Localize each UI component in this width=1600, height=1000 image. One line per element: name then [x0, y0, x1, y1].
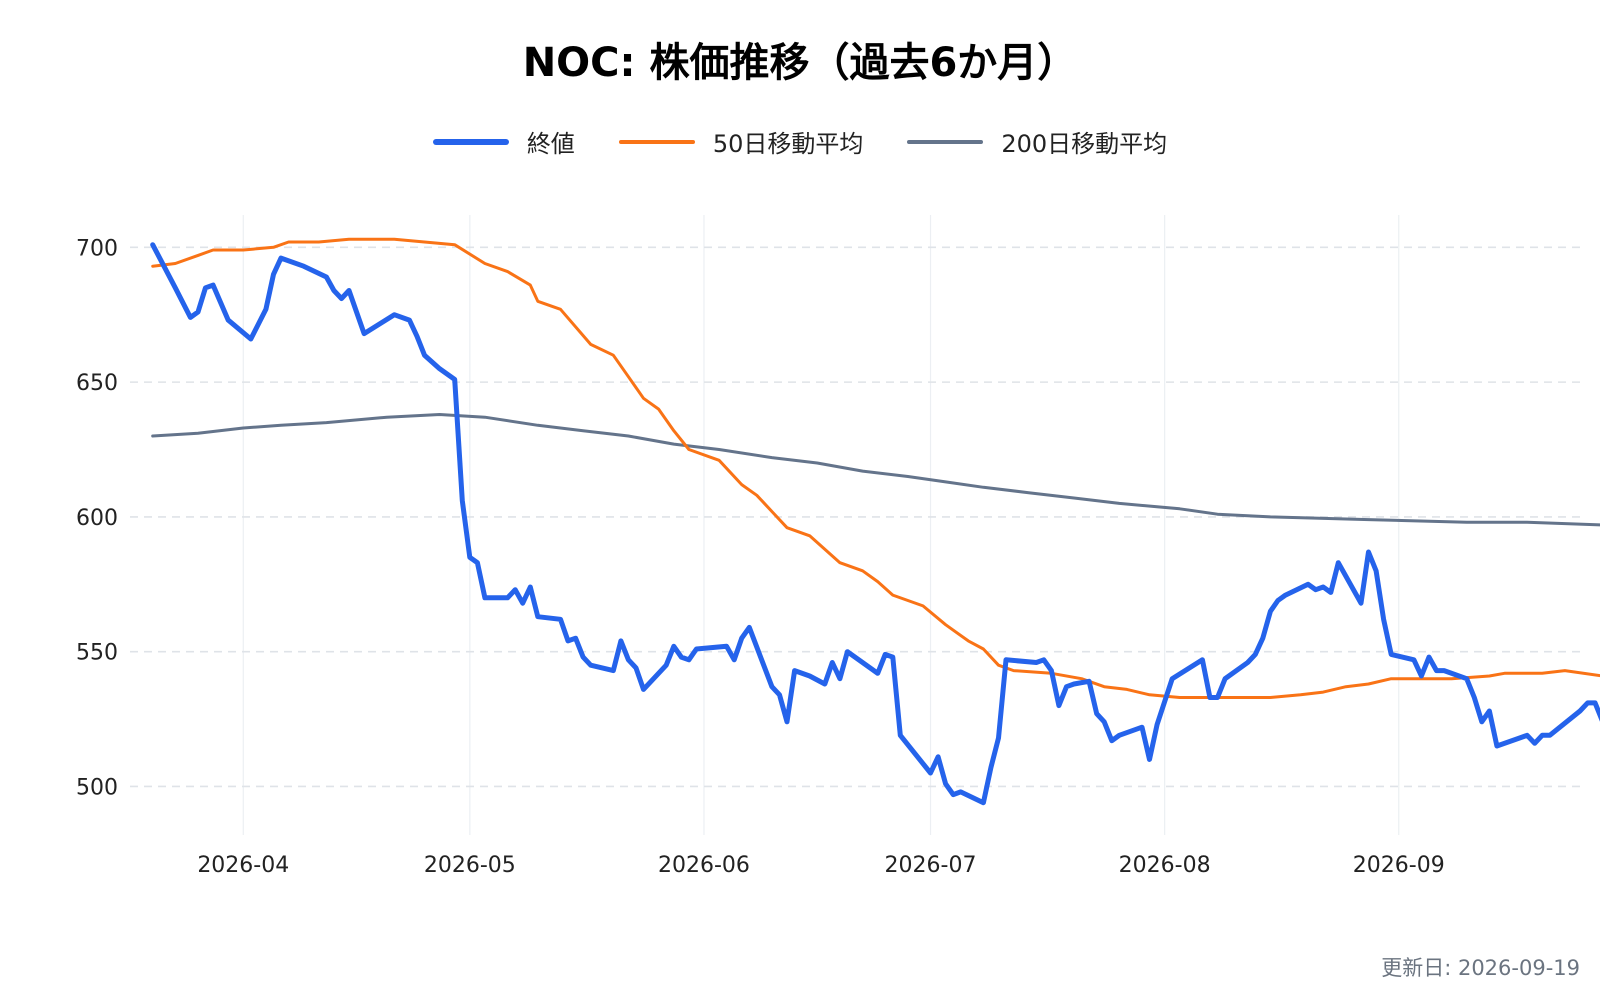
grid-layer [130, 215, 1580, 835]
axis-layer: 2026-04 2026-05 2026-06 2026-07 2026-08 2026-… [76, 236, 1445, 878]
x-tick-label: 2026-04 [197, 853, 289, 878]
y-tick-label: 550 [76, 641, 118, 666]
x-tick-label: 2026-05 [424, 853, 516, 878]
legend-item-close: 終値 [432, 124, 575, 159]
series-line-ma50 [151, 237, 1600, 699]
legend-label-close: 終値 [526, 130, 575, 158]
legend-swatch-ma50 [618, 139, 695, 144]
series-layer [150, 237, 1600, 806]
legend: 終値 50日移動平均 200日移動平均 [0, 124, 1600, 159]
x-tick-label: 2026-08 [1119, 853, 1211, 878]
x-tick-label: 2026-06 [658, 853, 750, 878]
x-tick-label: 2026-07 [885, 853, 977, 878]
series-line-close [150, 242, 1600, 806]
legend-item-ma200: 200日移動平均 [907, 124, 1167, 159]
updated-date: 更新日: 2026-09-19 [1381, 956, 1580, 980]
legend-swatch-ma200 [907, 139, 984, 144]
y-tick-label: 650 [76, 371, 118, 396]
legend-label-ma200: 200日移動平均 [1001, 130, 1168, 158]
x-tick-label: 2026-09 [1353, 853, 1445, 878]
legend-label-ma50: 50日移動平均 [712, 130, 864, 158]
y-tick-label: 500 [76, 775, 118, 800]
series-line-ma200 [151, 413, 1600, 527]
legend-item-ma50: 50日移動平均 [618, 124, 864, 159]
y-tick-label: 700 [76, 236, 118, 261]
chart-title: NOC: 株価推移（過去6か月） [522, 40, 1078, 86]
y-tick-label: 600 [76, 506, 118, 531]
legend-swatch-close [432, 138, 509, 145]
